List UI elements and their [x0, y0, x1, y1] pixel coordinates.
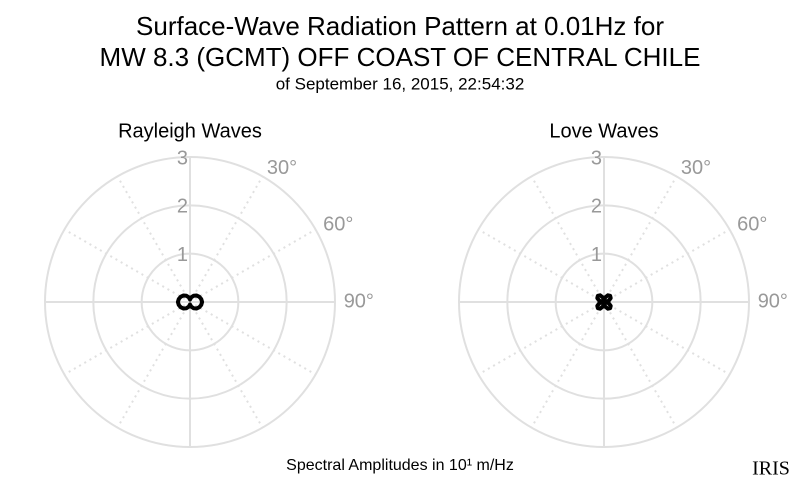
spoke	[530, 301, 605, 429]
radial-tick-label: 2	[177, 196, 188, 218]
spoke	[603, 301, 731, 376]
spoke	[477, 228, 605, 303]
spoke	[189, 301, 317, 376]
subtitle: of September 16, 2015, 22:54:32	[276, 74, 525, 93]
radiation-pattern	[595, 293, 613, 311]
radial-tick-label: 3	[591, 147, 602, 169]
spoke	[63, 301, 191, 376]
angle-tick-label: 60°	[737, 213, 767, 235]
radial-grid-line	[140, 252, 240, 352]
radial-grid-line	[458, 156, 750, 448]
angle-grid-line	[603, 228, 731, 303]
radial-grid-line	[92, 204, 288, 400]
title-line: Surface-Wave Radiation Pattern at 0.01Hz…	[136, 11, 664, 41]
spoke	[116, 301, 191, 429]
plot-title: Love Waves	[549, 120, 658, 142]
radial-grid-line	[506, 204, 702, 400]
radial-tick-label: 1	[177, 244, 188, 266]
spoke	[189, 301, 264, 429]
logo: IRIS	[752, 458, 790, 480]
radial-grid-line	[44, 156, 336, 448]
plot-title: Rayleigh Waves	[118, 120, 262, 142]
spoke	[477, 301, 605, 376]
angle-tick-label: 60°	[323, 213, 353, 235]
angle-tick-label: 90°	[758, 290, 788, 312]
angle-tick-label: 90°	[344, 290, 374, 312]
angle-tick-label: 30°	[681, 157, 711, 179]
spoke	[63, 228, 191, 303]
radial-tick-label: 3	[177, 147, 188, 169]
radial-tick-label: 2	[591, 196, 602, 218]
spoke	[116, 175, 191, 303]
spoke	[603, 301, 678, 429]
angle-grid-line	[603, 175, 678, 303]
radial-tick-label: 1	[591, 244, 602, 266]
angle-tick-label: 30°	[267, 157, 297, 179]
title-line: MW 8.3 (GCMT) OFF COAST OF CENTRAL CHILE	[100, 42, 701, 72]
footnote: Spectral Amplitudes in 10¹ m/Hz	[286, 457, 514, 474]
spoke	[530, 175, 605, 303]
angle-grid-line	[189, 228, 317, 303]
radial-grid-line	[554, 252, 654, 352]
radiation-pattern	[175, 293, 205, 311]
angle-grid-line	[189, 175, 264, 303]
